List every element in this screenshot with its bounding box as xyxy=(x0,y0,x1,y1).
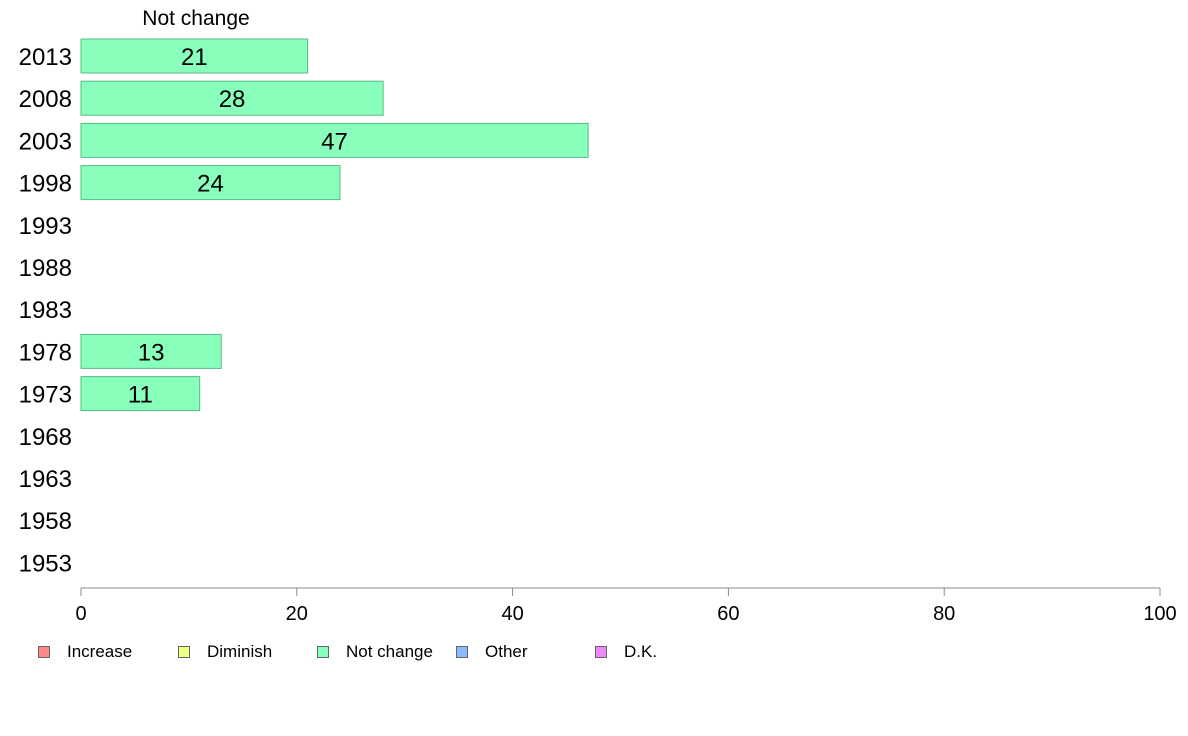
bar xyxy=(80,333,222,369)
legend-swatch-diminish xyxy=(178,646,190,658)
legend-item-increase: Increase xyxy=(38,642,132,662)
data-label: 24 xyxy=(197,171,224,198)
y-tick-label: 1953 xyxy=(19,550,72,577)
x-tick-label: 20 xyxy=(286,603,308,625)
legend-label-not-change: Not change xyxy=(346,642,433,661)
y-tick-label: 2013 xyxy=(19,44,72,71)
legend-label-dk: D.K. xyxy=(624,642,658,661)
bar xyxy=(80,38,309,74)
data-label: 47 xyxy=(321,128,348,155)
y-axis: 2013 2008 2003 1998 1993 1988 1983 1978 1973 1968… xyxy=(19,44,72,577)
y-tick-label: 2003 xyxy=(19,128,72,155)
legend-label-other: Other xyxy=(485,642,528,661)
legend-item-diminish: Diminish xyxy=(178,642,272,662)
y-tick-label: 1973 xyxy=(19,382,72,409)
x-tick-label: 60 xyxy=(717,603,739,625)
bar xyxy=(80,165,341,201)
y-tick-label: 1968 xyxy=(19,424,72,451)
legend-swatch-increase xyxy=(38,646,50,658)
y-tick-label: 1958 xyxy=(19,508,72,535)
legend-item-not-change: Not change xyxy=(317,642,433,662)
y-tick-label: 1978 xyxy=(19,339,72,366)
bar xyxy=(80,122,589,158)
legend-swatch-not-change xyxy=(317,646,329,658)
panel-title: Not change xyxy=(142,7,249,30)
bars xyxy=(80,38,589,412)
legend-item-dk: D.K. xyxy=(595,642,657,662)
legend-label-increase: Increase xyxy=(67,642,133,661)
bar xyxy=(80,376,201,412)
x-tick-label: 100 xyxy=(1143,603,1176,625)
legend-swatch-dk xyxy=(595,646,607,658)
legend-swatch-other xyxy=(456,646,468,658)
x-tick-label: 0 xyxy=(75,603,86,625)
data-label: 13 xyxy=(138,339,165,366)
legend: Increase Diminish Not change Other D.K. xyxy=(38,642,738,662)
x-tick-label: 40 xyxy=(501,603,523,625)
y-tick-label: 1993 xyxy=(19,213,72,240)
bar xyxy=(80,80,384,116)
data-label: 11 xyxy=(128,382,153,409)
y-tick-label: 1963 xyxy=(19,466,72,493)
data-label: 21 xyxy=(181,44,208,71)
x-tick-label: 80 xyxy=(933,603,955,625)
y-tick-label: 1998 xyxy=(19,171,72,198)
y-tick-label: 1988 xyxy=(19,255,72,282)
legend-item-other: Other xyxy=(456,642,528,662)
x-axis: 0 20 40 60 80 100 xyxy=(75,587,1177,625)
data-label: 28 xyxy=(219,86,246,113)
y-tick-label: 2008 xyxy=(19,86,72,113)
data-labels: 21 28 47 24 13 11 xyxy=(128,44,348,409)
legend-label-diminish: Diminish xyxy=(207,642,273,661)
y-tick-label: 1983 xyxy=(19,297,72,324)
